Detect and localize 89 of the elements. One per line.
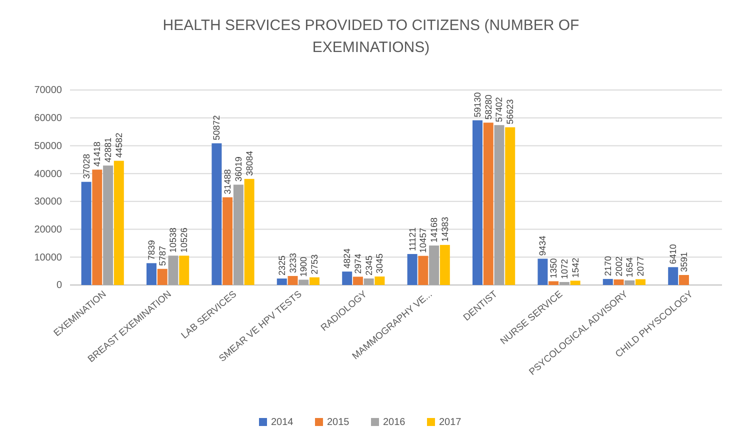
data-label: 2974 — [352, 254, 363, 274]
bar — [276, 278, 287, 285]
data-label: 3233 — [288, 252, 298, 273]
bar — [81, 182, 92, 285]
data-label: 14383 — [440, 216, 450, 242]
bar — [168, 256, 178, 285]
data-label: 10538 — [168, 228, 178, 253]
bar — [179, 256, 190, 285]
data-label: 41418 — [92, 142, 102, 167]
y-tick-label: 70000 — [34, 85, 62, 96]
bar — [678, 274, 689, 285]
data-label: 6410 — [668, 244, 678, 264]
bar — [418, 256, 428, 285]
data-label: 58280 — [483, 94, 494, 120]
bar — [472, 120, 482, 285]
bar — [624, 280, 635, 285]
bar — [352, 276, 363, 285]
bar — [298, 280, 309, 285]
data-label: 11121 — [407, 227, 418, 252]
y-tick-label: 0 — [56, 280, 62, 292]
bar — [212, 143, 222, 285]
bar — [233, 184, 244, 285]
bar — [570, 280, 580, 285]
data-label: 2753 — [310, 254, 320, 274]
bar — [157, 268, 168, 285]
data-label: 42881 — [103, 138, 114, 163]
bar — [364, 278, 374, 285]
bar — [440, 244, 450, 285]
bar — [103, 166, 114, 285]
chart-title: HEALTH SERVICES PROVIDED TO CITIZENS (NUMBER OF EXEMINATIONS) — [162, 17, 580, 56]
bar — [548, 281, 559, 285]
data-label: 2170 — [602, 256, 613, 276]
y-tick-label: 30000 — [34, 196, 62, 208]
bar — [614, 279, 624, 285]
data-label: 1072 — [559, 258, 570, 280]
bar — [114, 160, 124, 285]
bar — [374, 276, 385, 285]
data-label: 44582 — [114, 132, 124, 158]
legend-label: 2014 — [271, 417, 294, 428]
data-label: 10526 — [179, 228, 190, 253]
bar — [288, 276, 298, 285]
data-label: 4824 — [342, 248, 352, 269]
y-tick-label: 60000 — [34, 113, 62, 124]
bar — [636, 279, 646, 285]
bar — [342, 272, 352, 285]
bar — [92, 170, 102, 285]
data-label: 2345 — [364, 255, 374, 276]
data-label: 57402 — [494, 97, 504, 122]
data-label: 59130 — [472, 92, 482, 118]
bar — [483, 122, 494, 285]
data-label: 9434 — [538, 236, 548, 256]
data-label: 3045 — [374, 253, 385, 274]
bar — [538, 258, 548, 285]
data-label: 5787 — [157, 246, 168, 266]
bar — [494, 125, 504, 285]
data-label: 10457 — [418, 228, 428, 253]
bar — [407, 254, 418, 285]
data-label: 1542 — [570, 258, 580, 278]
data-label: 37028 — [81, 154, 92, 179]
data-label: 36019 — [233, 156, 244, 182]
y-tick-label: 20000 — [34, 224, 62, 236]
bar — [222, 197, 233, 285]
data-label: 38084 — [244, 150, 254, 176]
bar — [668, 267, 678, 285]
data-label: 56623 — [505, 99, 516, 124]
legend-label: 2017 — [439, 417, 462, 428]
legend-label: 2015 — [327, 417, 350, 428]
bar — [559, 282, 570, 285]
data-label: 7839 — [146, 240, 156, 260]
data-label: 1900 — [298, 256, 309, 277]
y-tick-label: 50000 — [34, 140, 62, 152]
bar — [146, 263, 156, 285]
legend-label: 2016 — [383, 417, 406, 428]
data-label: 2077 — [636, 256, 646, 276]
data-label: 14168 — [429, 218, 440, 243]
data-label: 1654 — [624, 257, 635, 278]
data-label: 2002 — [614, 256, 624, 276]
bar — [244, 178, 254, 285]
y-tick-label: 40000 — [34, 168, 62, 180]
data-label: 1350 — [548, 258, 559, 278]
y-tick-label: 10000 — [34, 252, 62, 264]
data-label: 50872 — [212, 115, 222, 140]
data-label: 2325 — [276, 255, 287, 276]
bar — [505, 127, 516, 285]
data-label: 31488 — [222, 169, 233, 194]
data-label: 3591 — [678, 252, 689, 272]
bar — [429, 246, 440, 285]
bar — [602, 278, 613, 285]
bar — [310, 277, 320, 285]
